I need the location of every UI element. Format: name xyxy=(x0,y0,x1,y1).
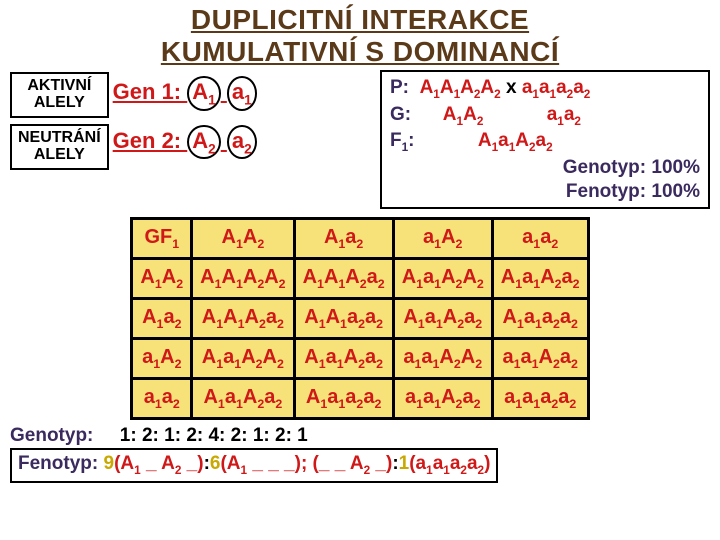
cell: A1a1A2a2 xyxy=(192,379,294,419)
cell: A1a1a2a2 xyxy=(492,299,588,339)
neutrani-label: NEUTRÁNÍ ALELY xyxy=(10,124,109,170)
top-panel: AKTIVNÍ ALELY NEUTRÁNÍ ALELY Gen 1: A1 a… xyxy=(0,70,720,209)
punnett-corner: GF1 xyxy=(132,219,192,259)
cell: a1a1A2a2 xyxy=(393,379,492,419)
cell: A1A1A2a2 xyxy=(192,299,294,339)
aktivni-label: AKTIVNÍ ALELY xyxy=(10,72,109,118)
cell: A1A1A2A2 xyxy=(192,259,294,299)
cell: A1a1A2a2 xyxy=(492,259,588,299)
cell: A1a1a2a2 xyxy=(294,379,393,419)
row-head: A1a2 xyxy=(132,299,192,339)
page-title-line1: DUPLICITNÍ INTERAKCE xyxy=(0,4,720,36)
col-head: A1a2 xyxy=(294,219,393,259)
cell: A1a1A2a2 xyxy=(393,299,492,339)
cell: a1a1A2A2 xyxy=(393,339,492,379)
cell: A1a1A2a2 xyxy=(294,339,393,379)
genotyp-ratio: 1: 2: 1: 2: 4: 2: 1: 2: 1 xyxy=(120,425,308,446)
col-head: A1A2 xyxy=(192,219,294,259)
cell: A1a1A2A2 xyxy=(192,339,294,379)
bottom-panel: Genotyp: 1: 2: 1: 2: 4: 2: 1: 2: 1 Fenot… xyxy=(0,422,720,482)
page-title-line2: KUMULATIVNÍ S DOMINANCÍ xyxy=(0,36,720,68)
row-head: a1A2 xyxy=(132,339,192,379)
cell: a1a1A2a2 xyxy=(492,339,588,379)
cell: a1a1a2a2 xyxy=(492,379,588,419)
cell: A1A1A2a2 xyxy=(294,259,393,299)
col-head: a1a2 xyxy=(492,219,588,259)
genotyp-label: Genotyp: xyxy=(10,425,93,446)
row-head: A1A2 xyxy=(132,259,192,299)
punnett-table: GF1 A1A2 A1a2 a1A2 a1a2 A1A2 A1A1A2A2 A1… xyxy=(130,217,589,420)
cell: A1A1a2a2 xyxy=(294,299,393,339)
gen2-line: Gen 2: A2 a2 xyxy=(113,119,257,165)
row-head: a1a2 xyxy=(132,379,192,419)
cross-box: P: A1A1A2A2 x a1a1a2a2 G: A1A2 a1a2 F1: … xyxy=(380,70,710,209)
gen1-line: Gen 1: A1 a1 xyxy=(113,70,257,116)
fenotyp-box: Fenotyp: 9(A1 _ A2 _):6(A1 _ _ _); (_ _ … xyxy=(10,448,498,483)
col-head: a1A2 xyxy=(393,219,492,259)
cell: A1a1A2A2 xyxy=(393,259,492,299)
